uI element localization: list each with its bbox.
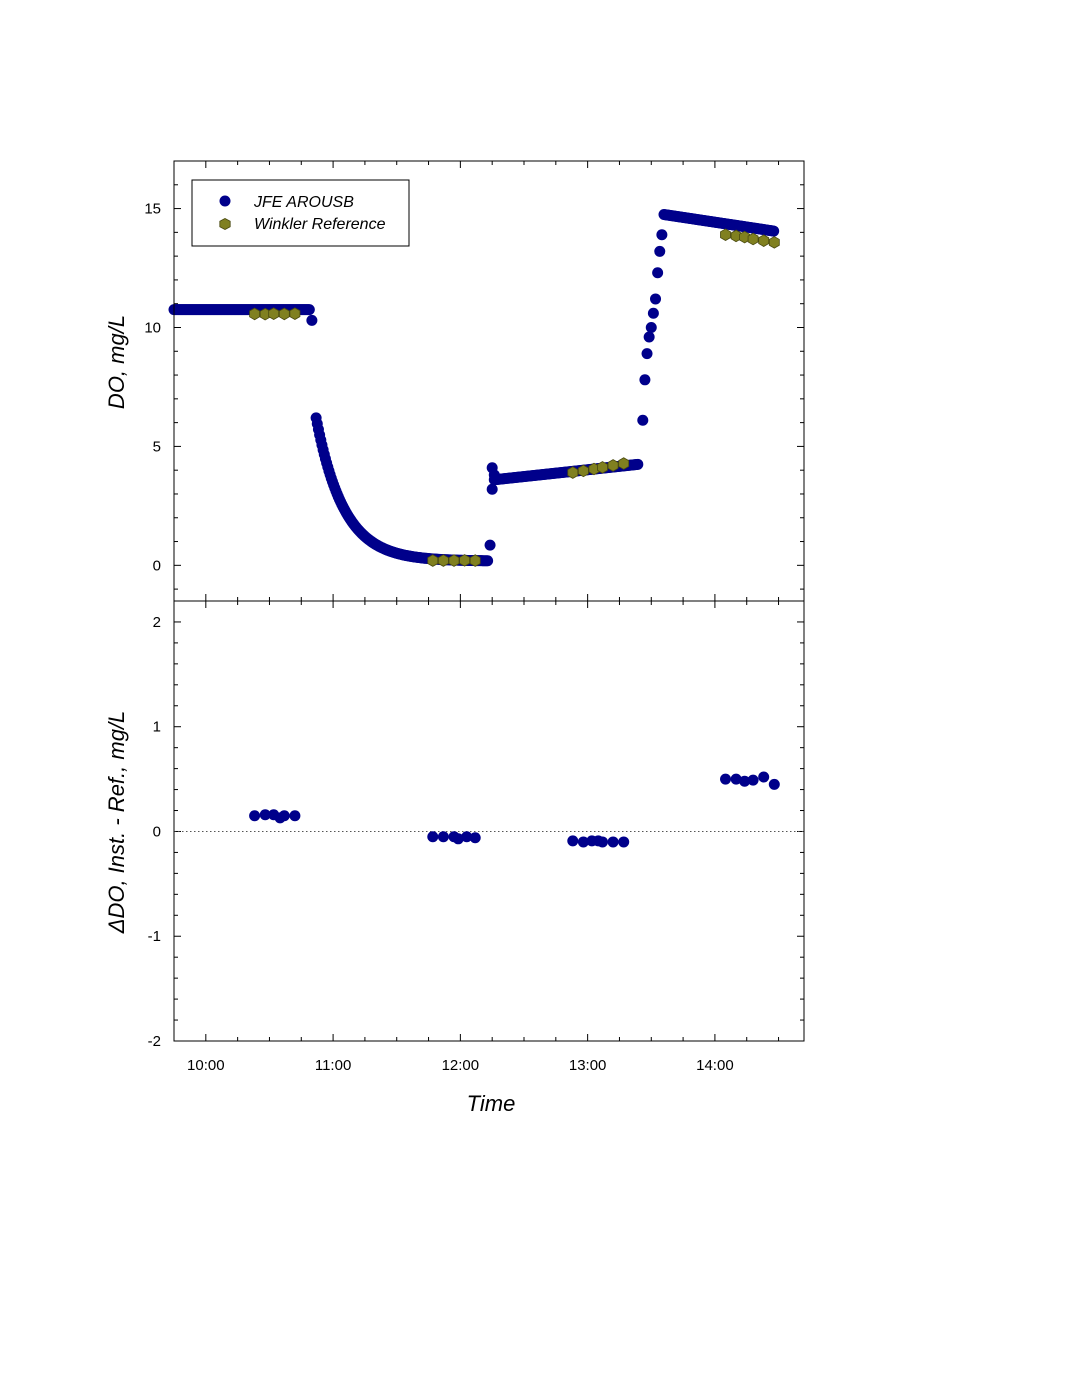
difference-point	[259, 809, 271, 821]
instrument-point	[637, 414, 649, 426]
ytick-label: 15	[144, 201, 161, 218]
difference-point	[768, 778, 780, 790]
reference-point	[278, 307, 290, 321]
instrument-point	[645, 321, 657, 333]
ytick-label: 0	[153, 823, 161, 840]
instrument-point	[650, 293, 662, 305]
difference-point	[461, 831, 473, 843]
xtick-label: 10:00	[187, 1057, 225, 1074]
ytick-label: 5	[153, 438, 161, 455]
top-panel: 0 5 10 15 DO, mg/L JFE AROUSB Winkler Refer…	[104, 160, 805, 602]
difference-point	[437, 831, 449, 843]
xtick-label: 12:00	[442, 1057, 480, 1074]
reference-point	[758, 234, 770, 247]
bottom-ylabel: ΔDO, Inst. - Ref., mg/L	[104, 711, 129, 935]
difference-point	[289, 810, 301, 822]
ytick-label: 10	[144, 319, 161, 336]
difference-point	[739, 775, 751, 787]
difference-point	[607, 836, 619, 848]
difference-point	[577, 836, 589, 848]
reference-point	[469, 554, 481, 567]
reference-point	[597, 461, 608, 474]
difference-point	[747, 774, 759, 786]
reference-point	[567, 466, 579, 479]
instrument-point	[652, 267, 664, 279]
instrument-point	[303, 304, 315, 316]
reference-point	[249, 307, 261, 321]
top-series-instrument	[168, 209, 780, 567]
ytick-label: 0	[153, 557, 161, 574]
top-panel-ticks	[173, 160, 804, 601]
instrument-point	[643, 331, 655, 343]
top-ylabel: DO, mg/L	[104, 315, 129, 409]
reference-point	[747, 232, 759, 246]
xtick-label: 11:00	[315, 1057, 351, 1074]
top-ytick-labels: 0 5 10 15	[144, 201, 161, 575]
difference-point	[278, 810, 290, 822]
instrument-point	[306, 314, 318, 326]
difference-point	[596, 836, 608, 848]
ytick-label: -1	[148, 928, 161, 945]
reference-point	[459, 554, 471, 567]
difference-point	[427, 831, 439, 843]
instrument-point	[484, 539, 496, 551]
difference-point	[567, 835, 579, 847]
instrument-point	[656, 229, 668, 241]
legend-marker-instrument	[219, 195, 231, 207]
difference-point	[618, 836, 630, 848]
xtick-labels: 10:00 11:00 12:00 13:00 14:00	[187, 1057, 734, 1074]
instrument-point	[647, 307, 659, 319]
difference-point	[758, 771, 770, 783]
instrument-point	[768, 225, 780, 237]
difference-point	[720, 773, 732, 785]
legend-box	[191, 179, 410, 247]
reference-point	[618, 457, 630, 470]
instrument-point	[641, 348, 653, 360]
bottom-plot-frame	[173, 600, 805, 1042]
bottom-panel: -2 -1 0 1 2 10:00 11:00 12:00 13:00 14:00 ΔDO, I…	[104, 600, 805, 1116]
reference-point	[427, 554, 439, 567]
xlabel: Time	[467, 1091, 516, 1116]
legend-label-instrument: JFE AROUSB	[253, 194, 354, 211]
instrument-point	[632, 458, 644, 470]
reference-point	[607, 459, 619, 472]
reference-point	[577, 464, 589, 478]
reference-point	[289, 307, 301, 320]
reference-point	[437, 554, 449, 567]
reference-point	[448, 554, 460, 567]
difference-point	[249, 810, 261, 822]
xtick-label: 14:00	[696, 1057, 734, 1074]
reference-point	[588, 462, 600, 476]
instrument-point	[488, 469, 500, 481]
bottom-ytick-labels: -2 -1 0 1 2	[148, 614, 161, 1050]
difference-point	[452, 833, 464, 845]
instrument-point	[486, 483, 498, 495]
xtick-label: 13:00	[569, 1057, 607, 1074]
reference-point	[720, 228, 731, 241]
legend-label-reference: Winkler Reference	[254, 216, 386, 233]
legend-marker-reference	[219, 218, 231, 230]
difference-point	[469, 832, 481, 844]
legend: JFE AROUSB Winkler Reference	[191, 179, 410, 247]
reference-point	[768, 236, 780, 249]
instrument-point	[482, 555, 494, 567]
top-series-reference	[249, 228, 780, 567]
reference-point	[268, 307, 280, 320]
bottom-series-difference	[249, 771, 780, 848]
difference-point	[730, 773, 742, 785]
bottom-panel-ticks	[173, 600, 804, 1042]
ytick-label: 1	[153, 719, 161, 736]
instrument-point	[639, 374, 651, 386]
ytick-label: 2	[153, 614, 161, 631]
instrument-point	[654, 245, 666, 257]
ytick-label: -2	[148, 1033, 161, 1050]
